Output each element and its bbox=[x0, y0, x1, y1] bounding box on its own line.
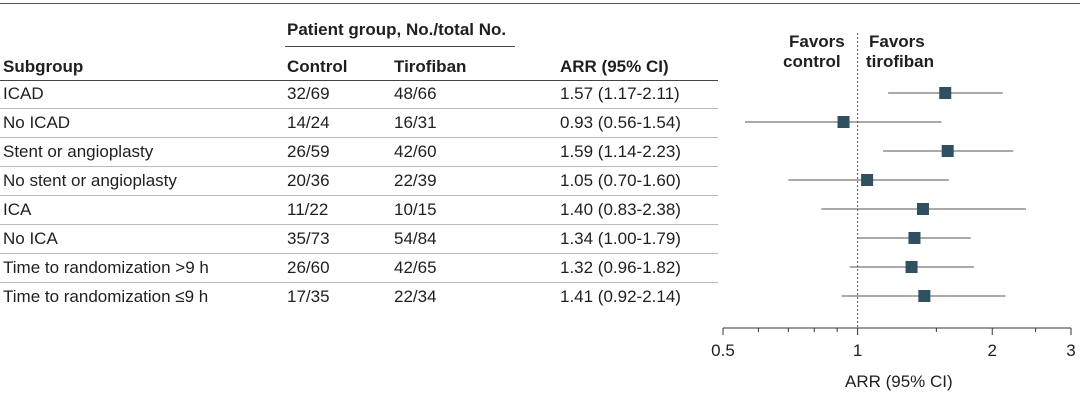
cell-subgroup: Time to randomization >9 h bbox=[3, 258, 209, 277]
x-axis-label: ARR (95% CI) bbox=[845, 372, 953, 391]
cell-subgroup: No ICAD bbox=[3, 113, 71, 132]
x-tick-label: 1 bbox=[853, 341, 862, 360]
cell-tirofiban: 22/39 bbox=[394, 171, 437, 190]
estimate-marker bbox=[939, 87, 952, 99]
row-divider bbox=[0, 224, 718, 225]
row-divider bbox=[0, 108, 718, 109]
header-group-rule bbox=[285, 46, 515, 47]
cell-arr: 0.93 (0.56-1.54) bbox=[560, 113, 681, 132]
cell-subgroup: Time to randomization ≤9 h bbox=[3, 287, 209, 306]
cell-control: 20/36 bbox=[287, 171, 330, 190]
header-tirofiban: Tirofiban bbox=[394, 57, 467, 76]
cell-arr: 1.40 (0.83-2.38) bbox=[560, 200, 681, 219]
x-tick-label: 0.5 bbox=[711, 341, 735, 360]
cell-arr: 1.59 (1.14-2.23) bbox=[560, 142, 681, 161]
cell-control: 11/22 bbox=[287, 200, 329, 219]
header-arr: ARR (95% CI) bbox=[560, 57, 669, 76]
cell-subgroup: ICA bbox=[3, 200, 32, 219]
cell-arr: 1.05 (0.70-1.60) bbox=[560, 171, 681, 190]
cell-subgroup: ICAD bbox=[3, 84, 44, 103]
estimate-marker bbox=[905, 261, 918, 273]
x-tick-label: 2 bbox=[988, 341, 997, 360]
cell-control: 26/60 bbox=[287, 258, 330, 277]
cell-tirofiban: 42/65 bbox=[394, 258, 437, 277]
estimate-marker bbox=[918, 290, 931, 302]
favors-right-line1: Favors bbox=[869, 32, 925, 51]
cell-subgroup: No ICA bbox=[3, 229, 58, 248]
row-divider bbox=[0, 137, 718, 138]
estimate-marker bbox=[861, 174, 874, 186]
favors-left-line2: control bbox=[783, 52, 841, 71]
header-group-label: Patient group, No./total No. bbox=[287, 20, 507, 39]
top-rule bbox=[0, 3, 1080, 4]
cell-tirofiban: 54/84 bbox=[394, 229, 437, 248]
favors-left-line1: Favors bbox=[789, 32, 845, 51]
header-subgroup: Subgroup bbox=[3, 57, 84, 76]
estimate-marker bbox=[916, 203, 929, 215]
row-divider bbox=[0, 282, 718, 283]
cell-tirofiban: 16/31 bbox=[394, 113, 437, 132]
cell-control: 26/59 bbox=[287, 142, 330, 161]
cell-tirofiban: 10/15 bbox=[394, 200, 437, 219]
cell-control: 32/69 bbox=[287, 84, 330, 103]
cell-tirofiban: 48/66 bbox=[394, 84, 437, 103]
cell-subgroup: No stent or angioplasty bbox=[3, 171, 177, 190]
estimate-marker bbox=[837, 116, 850, 128]
cell-tirofiban: 22/34 bbox=[394, 287, 437, 306]
cell-control: 35/73 bbox=[287, 229, 330, 248]
row-divider bbox=[0, 166, 718, 167]
header-rule bbox=[0, 80, 718, 81]
favors-right-line2: tirofiban bbox=[866, 52, 934, 71]
cell-arr: 1.41 (0.92-2.14) bbox=[560, 287, 681, 306]
x-tick-label: 3 bbox=[1066, 341, 1075, 360]
cell-arr: 1.34 (1.00-1.79) bbox=[560, 229, 681, 248]
row-divider bbox=[0, 195, 718, 196]
cell-arr: 1.57 (1.17-2.11) bbox=[560, 84, 680, 103]
cell-control: 14/24 bbox=[287, 113, 330, 132]
header-control: Control bbox=[287, 57, 348, 76]
cell-control: 17/35 bbox=[287, 287, 330, 306]
cell-tirofiban: 42/60 bbox=[394, 142, 437, 161]
row-divider bbox=[0, 253, 718, 254]
estimate-marker bbox=[908, 232, 921, 244]
estimate-marker bbox=[941, 145, 954, 157]
cell-arr: 1.32 (0.96-1.82) bbox=[560, 258, 681, 277]
cell-subgroup: Stent or angioplasty bbox=[3, 142, 154, 161]
